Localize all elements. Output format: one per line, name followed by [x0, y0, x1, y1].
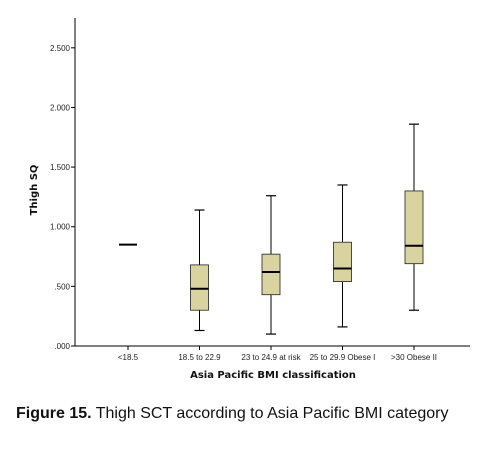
figure-caption: Figure 15. Thigh SCT according to Asia P… — [16, 403, 480, 424]
x-tick-label: 23 to 24.9 at risk — [241, 353, 301, 362]
y-tick-label: .500 — [54, 282, 70, 291]
y-ticks: .000 .500 1.000 1.500 2.000 2.500 — [50, 44, 75, 351]
y-tick-label: 1.000 — [50, 223, 71, 232]
y-tick-label: .000 — [54, 342, 70, 351]
box-group — [404, 123, 424, 311]
box-group — [261, 195, 281, 335]
y-tick-label: 2.000 — [50, 103, 71, 112]
y-tick-label: 2.500 — [50, 44, 71, 53]
y-axis-title: Thigh SQ — [29, 165, 40, 216]
caption-text: Thigh SCT according to Asia Pacific BMI … — [95, 405, 449, 422]
box-group — [333, 184, 352, 328]
iqr-box — [404, 190, 424, 265]
boxplot-chart: .000 .500 1.000 1.500 2.000 2.500 <18.5 18.5 t… — [29, 18, 470, 381]
iqr-box — [333, 241, 352, 282]
iqr-box — [261, 253, 281, 296]
x-tick-label: >30 Obese II — [391, 353, 437, 362]
iqr-box — [190, 264, 209, 311]
x-tick-label: 25 to 29.9 Obese I — [310, 353, 376, 362]
x-ticks: <18.5 18.5 to 22.9 23 to 24.9 at risk 25 to… — [118, 346, 437, 362]
y-tick-label: 1.500 — [50, 163, 71, 172]
boxes — [119, 123, 424, 335]
chart-area: .000 .500 1.000 1.500 2.000 2.500 <18.5 18.5 t… — [29, 18, 470, 381]
box-group — [190, 209, 209, 332]
caption-label: Figure 15. — [16, 405, 92, 422]
axes — [74, 18, 470, 347]
x-tick-label: <18.5 — [118, 353, 139, 362]
x-axis-title: Asia Pacific BMI classification — [190, 370, 356, 381]
x-tick-label: 18.5 to 22.9 — [178, 353, 221, 362]
